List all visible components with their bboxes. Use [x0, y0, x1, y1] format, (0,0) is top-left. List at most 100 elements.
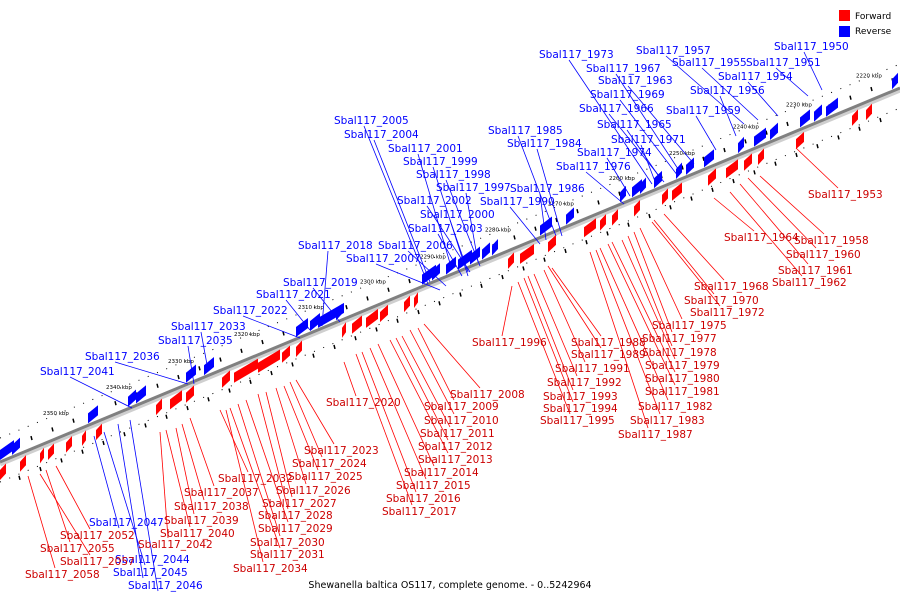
forward-label-leader	[369, 347, 427, 480]
forward-label-leader	[627, 235, 673, 347]
forward-label-leader	[225, 409, 264, 563]
forward-label-leader	[219, 409, 249, 473]
axis-tick-mark	[723, 147, 726, 153]
reverse-gene-label: Sbal117_2047	[89, 517, 164, 529]
forward-gene-label: Sbal117_1975	[652, 320, 727, 332]
forward-label-leader	[653, 219, 715, 295]
reverse-label-leader	[363, 125, 429, 285]
axis-tick-mark	[144, 423, 147, 428]
axis-tick-mark	[564, 248, 567, 254]
forward-gene-arrow	[414, 292, 418, 308]
axis-tick-mark	[156, 383, 159, 388]
forward-gene-label: Sbal117_2031	[250, 549, 325, 561]
forward-label-leader	[377, 343, 435, 467]
forward-gene-label: Sbal117_2023	[304, 445, 379, 457]
axis-tick-label: 2340 kbp	[106, 385, 132, 391]
reverse-gene-label: Sbal117_2045	[113, 567, 188, 579]
forward-label-leader	[165, 429, 191, 528]
axis-tick-label: 2280 kbp	[485, 227, 511, 233]
reverse-gene-arrow	[738, 136, 744, 154]
axis-tick-mark	[576, 209, 579, 214]
reverse-gene-arrow	[336, 303, 342, 321]
reverse-label-leader	[615, 73, 681, 173]
reverse-label-leader	[803, 51, 823, 91]
reverse-gene-label: Sbal117_1955	[672, 57, 747, 69]
forward-gene-label: Sbal117_1970	[684, 295, 759, 307]
reverse-gene-arrow	[128, 389, 136, 407]
forward-gene-arrow	[520, 244, 534, 264]
forward-label-leader	[611, 241, 676, 373]
forward-gene-label: Sbal117_2024	[292, 458, 367, 470]
axis-tick-mark	[387, 287, 390, 292]
reverse-gene-arrow	[686, 157, 694, 175]
forward-label-leader	[523, 277, 574, 403]
reverse-gene-arrow	[204, 357, 214, 376]
forward-gene-label: Sbal117_2015	[396, 480, 471, 492]
reverse-gene-arrow	[826, 97, 838, 117]
forward-gene-arrow	[96, 423, 102, 441]
axis-tick-mark	[879, 117, 882, 123]
forward-gene-label: Sbal117_1953	[808, 189, 883, 201]
forward-gene-label: Sbal117_1964	[724, 232, 799, 244]
reverse-gene-arrow	[566, 207, 574, 225]
axis-tick-mark	[198, 366, 201, 371]
forward-gene-label: Sbal117_1977	[642, 333, 717, 345]
reverse-gene-arrow	[704, 149, 714, 168]
reverse-gene-label: Sbal117_1997	[436, 182, 511, 194]
forward-label-leader	[343, 361, 357, 397]
axis-tick-mark	[81, 449, 84, 454]
axis-tick-label: 2320 kbp	[234, 332, 260, 338]
forward-label-leader	[639, 227, 683, 320]
forward-gene-label: Sbal117_2013	[418, 454, 493, 466]
forward-gene-label: Sbal117_2057	[60, 556, 135, 568]
axis-tick-mark	[585, 240, 588, 245]
forward-gene-arrow	[366, 308, 378, 328]
axis-tick-mark	[261, 339, 264, 345]
forward-gene-label: Sbal117_1980	[645, 373, 720, 385]
reverse-label-leader	[536, 148, 563, 237]
axis-tick-label: 2290 kbp	[420, 254, 446, 260]
reverse-gene-arrow	[632, 179, 642, 198]
axis-tick-mark	[648, 213, 651, 219]
reverse-label-leader	[417, 153, 453, 271]
axis-tick-mark	[30, 435, 33, 441]
reverse-gene-label: Sbal117_2022	[213, 305, 288, 317]
forward-label-leader	[501, 285, 513, 337]
axis-tick-mark	[849, 95, 852, 100]
reverse-gene-label: Sbal117_1951	[746, 57, 821, 69]
legend-forward-swatch	[839, 10, 850, 21]
forward-label-leader	[283, 385, 319, 471]
forward-label-leader	[389, 339, 449, 454]
forward-gene-arrow	[672, 182, 682, 201]
axis-tick-label: 2240 kbp	[733, 124, 759, 130]
reverse-gene-label: Sbal117_2041	[40, 366, 115, 378]
forward-gene-arrow	[852, 109, 858, 126]
legend: Forward Reverse	[839, 10, 892, 37]
forward-gene-arrow	[662, 188, 668, 205]
reverse-gene-label: Sbal117_2036	[85, 351, 160, 363]
reverse-gene-label: Sbal117_1959	[666, 105, 741, 117]
forward-gene-label: Sbal117_2011	[420, 428, 495, 440]
forward-gene-label: Sbal117_2020	[326, 397, 401, 409]
forward-gene-arrow	[708, 168, 716, 186]
forward-gene-arrow	[282, 345, 290, 363]
axis-tick-mark	[543, 257, 546, 262]
axis-tick-label: 2230 kbp	[786, 102, 812, 108]
reverse-label-leader	[103, 431, 146, 566]
forward-gene-arrow	[612, 209, 618, 226]
forward-gene-arrow	[156, 398, 162, 416]
reverse-label-leader	[509, 206, 541, 245]
axis-tick-mark	[816, 144, 819, 149]
forward-gene-label: Sbal117_1972	[690, 307, 765, 319]
forward-label-leader	[747, 177, 817, 249]
forward-gene-arrow	[508, 252, 514, 269]
reverse-gene-label: Sbal117_2033	[171, 321, 246, 333]
axis-tick-mark	[870, 86, 873, 92]
forward-gene-arrow	[404, 295, 410, 313]
forward-label-leader	[39, 473, 91, 556]
forward-label-leader	[543, 269, 586, 363]
reverse-gene-label: Sbal117_2000	[420, 209, 495, 221]
axis-tick-label: 2300 kbp	[360, 279, 386, 285]
forward-label-leader	[599, 247, 669, 401]
reverse-gene-label: Sbal117_2021	[256, 289, 331, 301]
